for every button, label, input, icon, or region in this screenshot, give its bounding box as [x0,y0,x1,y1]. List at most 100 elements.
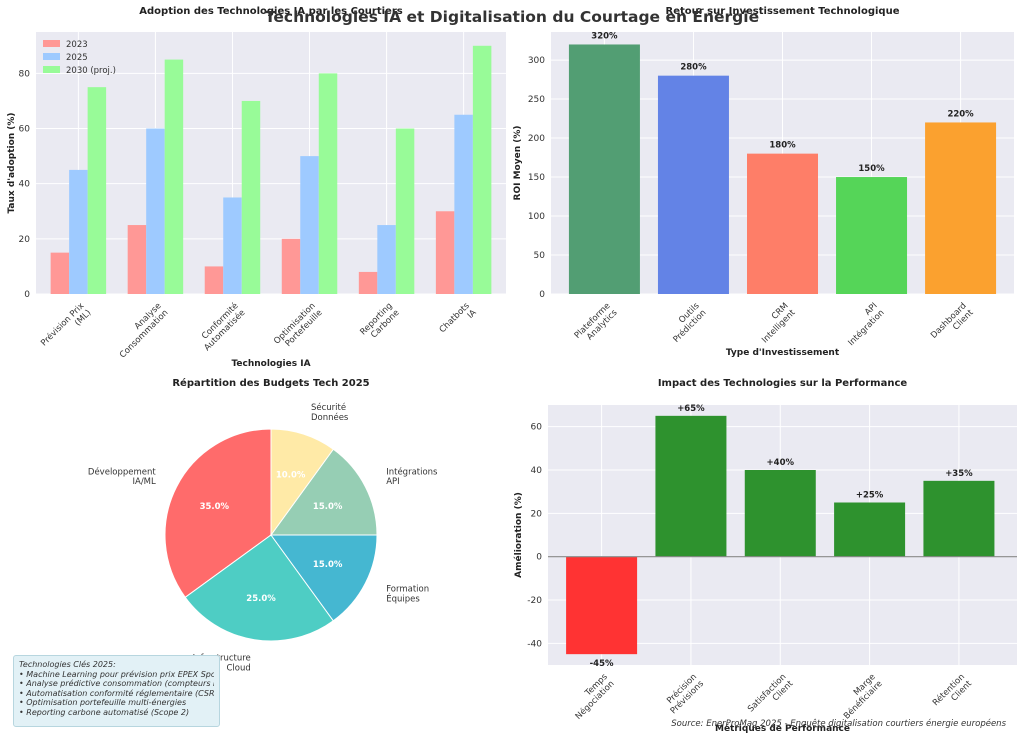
y-tick-label: -20 [527,596,542,606]
x-tick-label: AnalyseConsommation [111,301,170,360]
y-tick-label: 250 [528,95,545,105]
x-tick-label: APIIntégration [839,301,886,348]
plot-area [36,32,506,294]
pie-pct-label: 25.0% [246,594,276,604]
bar-2030 [164,59,184,294]
x-tick-label: PrécisionPrévisions [661,671,706,716]
x-tick-label: SatisfactionClient [746,672,796,722]
roi-bar [925,122,997,294]
pie-category-label: Intégrations API [386,466,438,487]
notes-item: • Machine Learning pour prévision prix E… [19,669,214,679]
roi-bar [836,177,908,294]
notes-item: • Reporting carbone automatisé (Scope 2) [19,707,190,717]
x-tick-label: PlateformeAnalytics [573,301,620,348]
budget-pie: 35.0% Développement IA/ML 25.0% Infrastructu… [88,402,438,673]
x-tick-label: ConformitéAutomatisée [195,300,248,353]
x-tick-label: DashboardClient [929,301,976,348]
bar-2023 [50,252,70,294]
impact-bar [655,415,727,557]
x-tick-label: RétentionClient [930,671,974,715]
pie-category-label: Développement IA/ML [88,466,157,487]
x-tick-label: OptimisationPortefeuille [272,301,324,353]
impact-axes: -40 -20 0 20 40 60 -45% TempsNégociation +65% Pré… [527,404,1017,722]
x-axis-label: Type d'Investissement [726,348,840,358]
adoption-axes: 0 20 40 60 80 Prévision Prix(ML) AnalyseConsom… [19,32,506,360]
roi-bar [568,44,640,294]
x-axis-label: Technologies IA [231,359,310,369]
chart-title: Impact des Technologies sur la Performan… [658,378,908,389]
y-tick-label: 0 [24,290,30,300]
y-tick-label: 20 [531,509,543,519]
roi-value-label: 180% [769,141,796,151]
source-note: Source: EnerProMag 2025 - Enquête digita… [671,718,1006,729]
pie-pct-label: 15.0% [313,502,343,512]
pie-slice [270,428,335,537]
pie-slice [270,534,378,622]
pie-category-label: Infrastructure Cloud [193,654,251,674]
pie-pct-label: 10.0% [276,471,306,481]
y-tick-label: 0 [536,553,542,563]
bar-2023 [127,225,147,294]
legend-swatch [43,40,60,47]
bar-2025 [146,128,165,294]
bar-2025 [223,197,242,294]
bar-2025 [377,225,396,294]
y-tick-label: 200 [528,134,545,144]
roi-value-label: 320% [591,31,618,41]
pie-slice [270,448,378,536]
bar-2030 [472,45,492,294]
y-tick-label: 0 [539,290,545,300]
x-axis-label: Métriques de Performance [715,723,850,734]
bar-2023 [281,238,301,294]
impact-value-label: -45% [590,659,614,669]
pie-slice [184,534,335,642]
bar-2023 [435,211,455,294]
y-tick-label: 60 [19,125,31,135]
y-tick-label: 80 [19,69,31,79]
roi-bar [657,75,729,295]
bar-2030 [241,100,261,295]
chart-title: Répartition des Budgets Tech 2025 [172,377,369,389]
notes-item: • Analyse prédictive consommation (compt… [19,679,214,689]
y-axis-label: ROI Moyen (%) [513,126,523,201]
bar-2023 [204,266,224,294]
bar-2025 [69,169,88,294]
bar-2023 [358,271,378,294]
y-tick-label: 50 [534,251,546,261]
pie-category-label: Sécurité Données [311,402,349,423]
impact-bar [923,480,995,557]
notes-item: • Optimisation portefeuille multi-énergi… [19,698,187,708]
legend-swatch [43,53,60,60]
legend-label: 2030 (proj.) [66,66,116,76]
impact-bar [834,502,906,557]
y-tick-label: 40 [531,466,543,476]
notes-item: • Automatisation conformité réglementair… [19,688,214,698]
bar-2030 [395,128,415,294]
bar-2030 [318,73,338,294]
x-tick-label: MargeBénéficiaire [835,672,884,721]
pie-slice [164,428,272,599]
x-tick-label: Prévision Prix(ML) [39,300,94,355]
x-tick-label: ChatbotsIA [438,301,479,342]
legend-swatch [43,66,60,73]
bar-2030 [87,87,107,294]
x-tick-label: TempsNégociation [567,672,617,722]
impact-value-label: +40% [767,458,795,468]
roi-value-label: 280% [680,63,707,73]
y-tick-label: 150 [528,173,545,183]
impact-value-label: +25% [856,491,884,501]
bar-2025 [454,114,473,294]
roi-bar [747,153,818,294]
chart-title: Retour sur Investissement Technologique [666,6,900,17]
roi-value-label: 220% [947,109,974,119]
x-tick-label: OutilsPrédiction [665,301,709,345]
y-tick-label: -40 [527,639,542,649]
chart-title: Adoption des Technologies IA par les Cou… [139,6,402,17]
y-axis-label: Amélioration (%) [513,492,524,578]
y-axis-label: Taux d'adoption (%) [7,112,17,213]
y-tick-label: 300 [528,56,545,66]
impact-bar [744,470,816,557]
x-tick-label: ReportingCarbone [358,301,401,344]
pie-pct-label: 15.0% [313,560,343,570]
